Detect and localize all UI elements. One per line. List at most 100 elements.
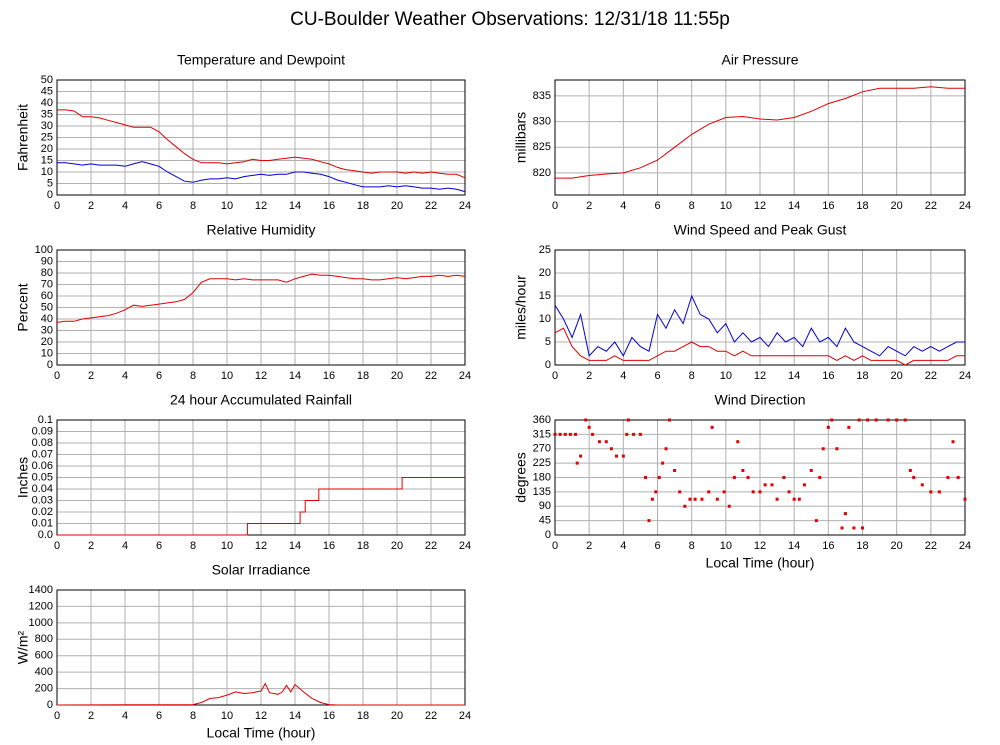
y-tick-label: 0.03 bbox=[32, 494, 53, 506]
x-tick-label: 2 bbox=[586, 540, 592, 552]
data-point bbox=[787, 490, 791, 494]
y-tick-label: 50 bbox=[41, 301, 53, 313]
data-point bbox=[843, 512, 847, 516]
data-point bbox=[664, 447, 668, 451]
x-tick-label: 22 bbox=[425, 540, 437, 552]
y-tick-label: 0 bbox=[545, 529, 551, 541]
data-point bbox=[644, 476, 648, 479]
y-tick-label: 200 bbox=[35, 682, 53, 694]
y-tick-label: 0.1 bbox=[38, 414, 53, 426]
y-tick-label: 180 bbox=[533, 471, 551, 483]
page-title: CU-Boulder Weather Observations: 12/31/1… bbox=[290, 9, 730, 30]
data-point bbox=[758, 490, 762, 494]
data-point bbox=[741, 468, 745, 472]
data-point bbox=[563, 432, 567, 436]
data-point bbox=[647, 519, 651, 523]
y-tick-label: 825 bbox=[533, 141, 551, 153]
x-tick-label: 6 bbox=[654, 200, 660, 212]
x-tick-label: 22 bbox=[425, 710, 437, 722]
x-tick-label: 6 bbox=[156, 370, 162, 382]
y-axis-label: degrees bbox=[513, 452, 529, 503]
data-point bbox=[895, 418, 899, 422]
data-point bbox=[558, 432, 562, 436]
y-tick-label: 0.0 bbox=[38, 529, 53, 541]
y-tick-label: 50 bbox=[41, 74, 53, 86]
y-tick-label: 90 bbox=[539, 500, 551, 512]
x-tick-label: 16 bbox=[323, 370, 335, 382]
y-axis-label: Fahrenheit bbox=[15, 104, 31, 171]
x-tick-label: 8 bbox=[190, 710, 196, 722]
x-tick-label: 20 bbox=[391, 540, 403, 552]
y-axis-label: W/m² bbox=[15, 630, 31, 664]
x-tick-label: 6 bbox=[654, 540, 660, 552]
data-point bbox=[912, 476, 916, 479]
y-tick-label: 800 bbox=[35, 633, 53, 645]
x-tick-label: 12 bbox=[754, 370, 766, 382]
data-point bbox=[683, 504, 687, 508]
y-tick-label: 835 bbox=[533, 90, 551, 102]
x-tick-label: 12 bbox=[255, 370, 267, 382]
y-axis-label: Percent bbox=[15, 283, 31, 331]
y-tick-label: 70 bbox=[41, 278, 53, 290]
panel-title: Wind Direction bbox=[714, 392, 805, 408]
y-tick-label: 90 bbox=[41, 255, 53, 267]
x-tick-label: 6 bbox=[156, 200, 162, 212]
x-tick-label: 16 bbox=[822, 200, 834, 212]
x-tick-label: 8 bbox=[689, 200, 695, 212]
data-point bbox=[770, 483, 774, 487]
x-tick-label: 10 bbox=[221, 370, 233, 382]
y-tick-label: 0 bbox=[47, 359, 53, 371]
y-tick-label: 10 bbox=[41, 166, 53, 178]
data-point bbox=[626, 418, 630, 422]
data-point bbox=[732, 476, 736, 479]
y-tick-label: 0 bbox=[47, 189, 53, 201]
x-tick-label: 24 bbox=[959, 370, 971, 382]
y-tick-label: 45 bbox=[41, 85, 53, 97]
panel-title: Air Pressure bbox=[721, 52, 798, 68]
y-tick-label: 80 bbox=[41, 267, 53, 279]
y-tick-label: 1200 bbox=[29, 600, 53, 612]
data-point bbox=[830, 418, 834, 422]
data-point bbox=[802, 483, 806, 487]
data-point bbox=[575, 461, 579, 465]
plot-frame bbox=[554, 419, 966, 536]
data-point bbox=[751, 490, 755, 494]
x-tick-label: 4 bbox=[620, 540, 626, 552]
y-tick-label: 1400 bbox=[29, 584, 53, 596]
x-tick-label: 2 bbox=[88, 370, 94, 382]
data-point bbox=[604, 440, 608, 444]
x-tick-label: 16 bbox=[822, 370, 834, 382]
data-point bbox=[874, 418, 878, 422]
x-tick-label: 8 bbox=[689, 540, 695, 552]
x-tick-label: 18 bbox=[357, 540, 369, 552]
data-point bbox=[722, 490, 726, 494]
data-point bbox=[920, 483, 924, 487]
data-point bbox=[840, 526, 844, 530]
data-point bbox=[568, 432, 572, 436]
x-tick-label: 16 bbox=[323, 710, 335, 722]
x-tick-label: 20 bbox=[891, 370, 903, 382]
x-tick-label: 18 bbox=[357, 200, 369, 212]
x-tick-label: 22 bbox=[925, 540, 937, 552]
x-tick-label: 24 bbox=[959, 200, 971, 212]
x-tick-label: 12 bbox=[754, 540, 766, 552]
data-point bbox=[903, 418, 907, 422]
data-line bbox=[57, 477, 465, 536]
x-tick-label: 8 bbox=[190, 200, 196, 212]
y-tick-label: 0.07 bbox=[32, 448, 53, 460]
y-tick-label: 25 bbox=[41, 131, 53, 143]
panel: Wind Speed and Peak Gust miles/hour 0 5 10 15… bbox=[513, 222, 971, 382]
data-point bbox=[963, 497, 967, 501]
y-tick-label: 360 bbox=[533, 414, 551, 426]
x-tick-label: 18 bbox=[856, 370, 868, 382]
y-tick-label: 135 bbox=[533, 486, 551, 498]
panel-title: 24 hour Accumulated Rainfall bbox=[170, 392, 352, 408]
data-point bbox=[886, 418, 890, 422]
y-tick-label: 100 bbox=[35, 244, 53, 256]
y-tick-label: 315 bbox=[533, 428, 551, 440]
x-tick-label: 2 bbox=[88, 540, 94, 552]
data-line bbox=[554, 294, 965, 357]
x-tick-label: 6 bbox=[156, 710, 162, 722]
